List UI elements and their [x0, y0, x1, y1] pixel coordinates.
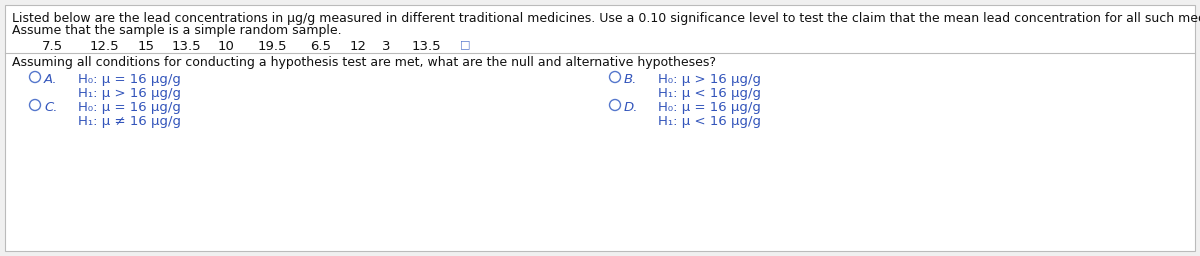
Text: 13.5: 13.5 [172, 40, 202, 53]
Text: 10: 10 [218, 40, 235, 53]
Text: 15: 15 [138, 40, 155, 53]
Text: 13.5: 13.5 [412, 40, 442, 53]
Text: A.: A. [44, 73, 58, 86]
Circle shape [30, 100, 41, 111]
Text: H₀: μ = 16 μg/g: H₀: μ = 16 μg/g [78, 73, 181, 86]
FancyBboxPatch shape [5, 5, 1195, 251]
Text: H₁: μ > 16 μg/g: H₁: μ > 16 μg/g [78, 87, 181, 100]
Text: H₀: μ = 16 μg/g: H₀: μ = 16 μg/g [658, 101, 761, 114]
Text: C.: C. [44, 101, 58, 114]
Text: H₁: μ < 16 μg/g: H₁: μ < 16 μg/g [658, 115, 761, 128]
Text: 3: 3 [382, 40, 390, 53]
Text: H₁: μ < 16 μg/g: H₁: μ < 16 μg/g [658, 87, 761, 100]
Text: 19.5: 19.5 [258, 40, 288, 53]
Text: Assuming all conditions for conducting a hypothesis test are met, what are the n: Assuming all conditions for conducting a… [12, 56, 716, 69]
Text: B.: B. [624, 73, 637, 86]
Text: D.: D. [624, 101, 638, 114]
Text: H₁: μ ≠ 16 μg/g: H₁: μ ≠ 16 μg/g [78, 115, 181, 128]
Text: □: □ [460, 39, 470, 49]
Text: Listed below are the lead concentrations in μg/g measured in different tradition: Listed below are the lead concentrations… [12, 12, 1200, 25]
Circle shape [610, 100, 620, 111]
Text: 6.5: 6.5 [310, 40, 331, 53]
Text: 7.5: 7.5 [42, 40, 64, 53]
Text: 12.5: 12.5 [90, 40, 120, 53]
Text: 12: 12 [350, 40, 367, 53]
Circle shape [610, 71, 620, 82]
Text: H₀: μ = 16 μg/g: H₀: μ = 16 μg/g [78, 101, 181, 114]
Text: H₀: μ > 16 μg/g: H₀: μ > 16 μg/g [658, 73, 761, 86]
Circle shape [30, 71, 41, 82]
Text: Assume that the sample is a simple random sample.: Assume that the sample is a simple rando… [12, 24, 342, 37]
